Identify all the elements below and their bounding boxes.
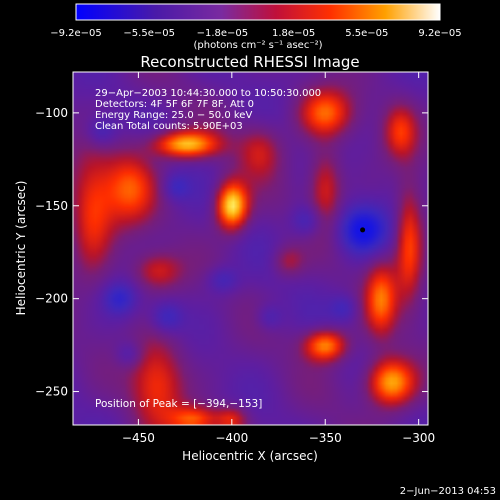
y-tick-label: −250 — [35, 385, 68, 399]
x-tick-label: −450 — [122, 431, 155, 445]
peak-position-label: Position of Peak = [−394,−153] — [95, 398, 262, 410]
colorbar-tick-label: 1.8e−05 — [272, 28, 315, 39]
plot-area — [73, 72, 428, 425]
annotation-block: 29−Apr−2003 10:44:30.000 to 10:50:30.000… — [95, 88, 321, 132]
colorbar-tick-label: −5.5e−05 — [123, 28, 175, 39]
plot-frame — [72, 71, 429, 426]
y-tick-label: −200 — [35, 292, 68, 306]
colorbar-tick-label: −9.2e−05 — [50, 28, 102, 39]
y-tick-label: −150 — [35, 199, 68, 213]
annotation-line: 29−Apr−2003 10:44:30.000 to 10:50:30.000 — [95, 88, 321, 99]
x-tick-label: −350 — [309, 431, 342, 445]
colorbar-tick-label: −1.8e−05 — [197, 28, 249, 39]
colorbar — [75, 3, 441, 21]
x-tick-label: −400 — [215, 431, 248, 445]
x-axis-label: Heliocentric X (arcsec) — [182, 449, 318, 463]
heatmap-image — [73, 72, 428, 425]
colorbar-tick-label: 9.2e−05 — [418, 28, 461, 39]
annotation-line: Energy Range: 25.0 − 50.0 keV — [95, 110, 252, 121]
x-tick-label: −300 — [402, 431, 435, 445]
colorbar-tick-label: 5.5e−05 — [345, 28, 388, 39]
footer-timestamp: 2−Jun−2013 04:53 — [400, 486, 496, 497]
y-tick-label: −100 — [35, 106, 68, 120]
annotation-line: Clean Total counts: 5.90E+03 — [95, 121, 243, 132]
colorbar-units: (photons cm⁻² s⁻¹ asec⁻²) — [193, 40, 322, 51]
annotation-line: Detectors: 4F 5F 6F 7F 8F, Att 0 — [95, 99, 254, 110]
axis-ticks: −450 −400 −350 −300 −100 −150 −200 −250 — [35, 72, 435, 445]
y-axis-label: Heliocentric Y (arcsec) — [14, 181, 28, 316]
colorbar-ticks: −9.2e−05 −5.5e−05 −1.8e−05 1.8e−05 5.5e−05 9.… — [50, 28, 461, 39]
peak-marker — [360, 227, 366, 233]
chart-title: Reconstructed RHESSI Image — [140, 53, 359, 71]
